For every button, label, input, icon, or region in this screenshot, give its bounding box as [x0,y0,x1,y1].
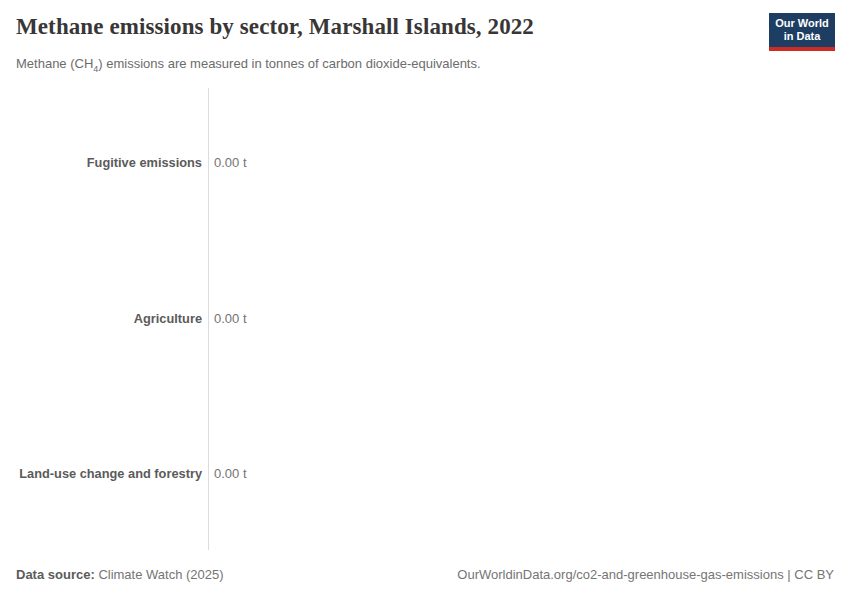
value-label: 0.00 t [214,154,247,172]
category-label: Land-use change and forestry [0,465,202,483]
bar-chart: Fugitive emissions 0.00 t Agriculture 0.… [0,0,850,600]
bar-row-agriculture: Agriculture 0.00 t [0,310,850,328]
bar-row-land-use-change-and-forestry: Land-use change and forestry 0.00 t [0,465,850,483]
owid-chart-card: Methane emissions by sector, Marshall Is… [0,0,850,600]
value-label: 0.00 t [214,465,247,483]
data-source-label: Data source: [16,567,95,582]
category-label: Agriculture [0,310,202,328]
license-link[interactable]: OurWorldinData.org/co2-and-greenhouse-ga… [457,567,834,582]
category-label: Fugitive emissions [0,154,202,172]
bar-row-fugitive-emissions: Fugitive emissions 0.00 t [0,154,850,172]
value-label: 0.00 t [214,310,247,328]
data-source: Data source: Climate Watch (2025) [16,567,224,582]
data-source-link[interactable]: Climate Watch (2025) [98,567,223,582]
